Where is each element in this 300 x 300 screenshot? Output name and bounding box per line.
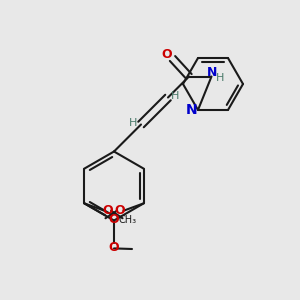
Text: H: H xyxy=(129,118,138,128)
Text: N: N xyxy=(207,65,217,79)
Text: O: O xyxy=(108,213,119,226)
Text: O: O xyxy=(103,204,113,217)
Text: O: O xyxy=(115,204,125,217)
Text: H: H xyxy=(216,73,225,83)
Text: N: N xyxy=(186,103,198,117)
Text: O: O xyxy=(161,47,172,61)
Text: CH₃: CH₃ xyxy=(119,215,137,225)
Text: O: O xyxy=(109,241,119,254)
Text: H: H xyxy=(171,91,180,101)
